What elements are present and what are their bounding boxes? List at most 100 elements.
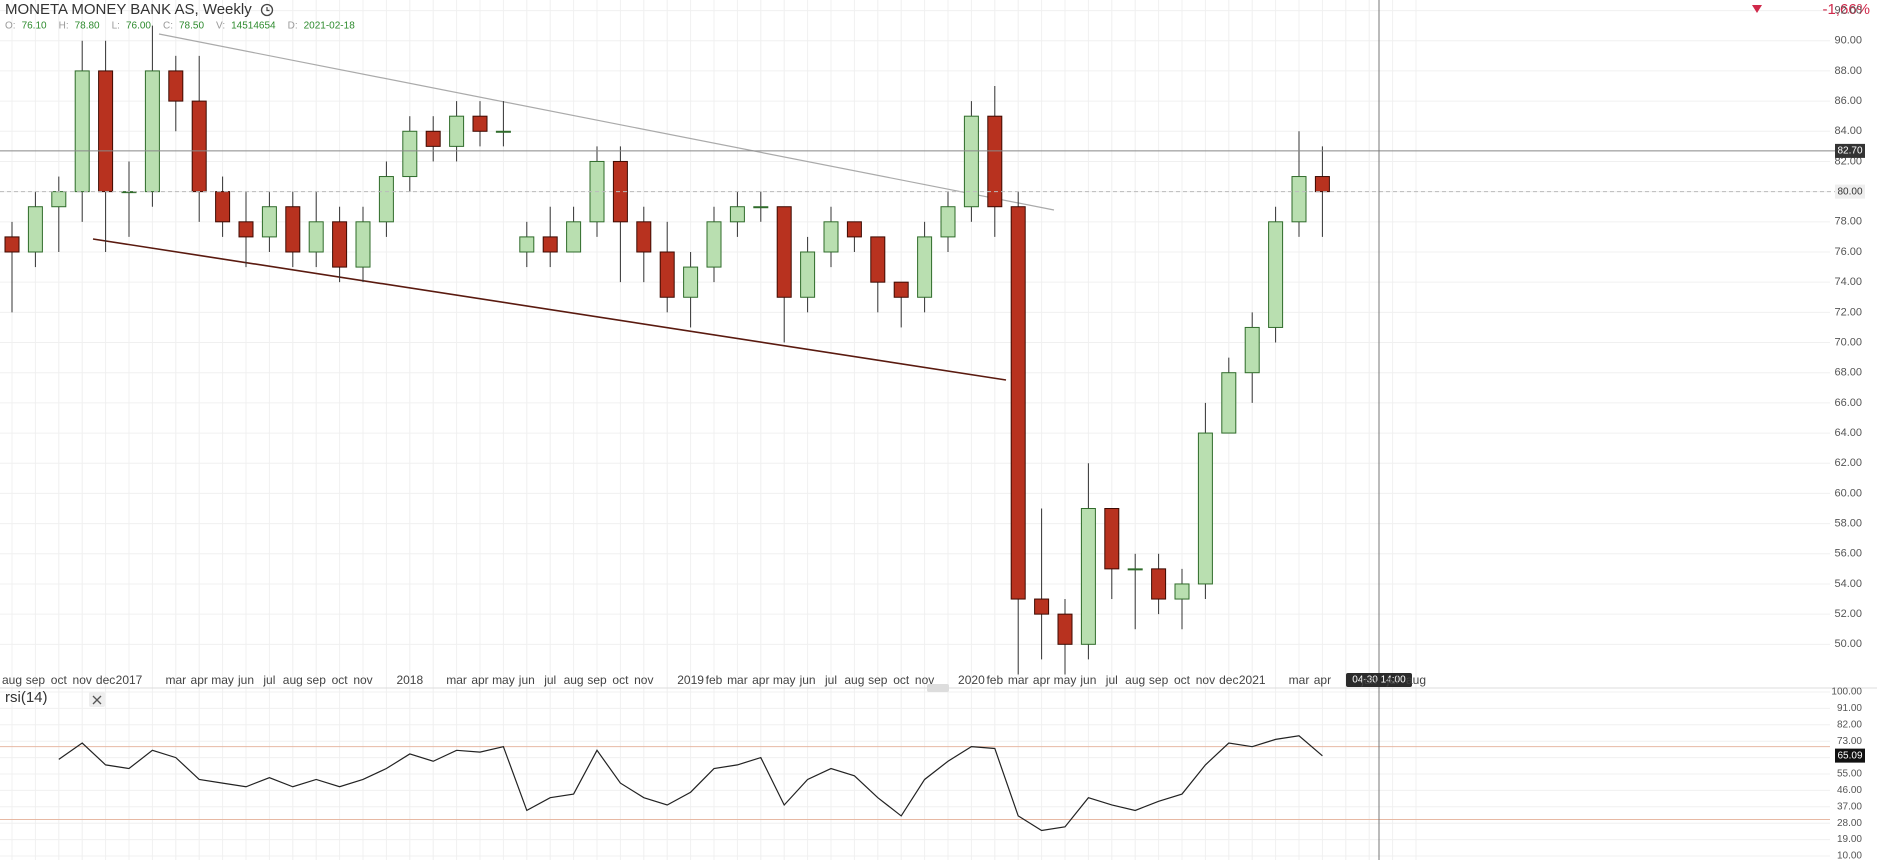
candle-body <box>963 115 979 208</box>
x-tick-label: mar <box>727 673 748 687</box>
x-tick-label: may <box>492 673 515 687</box>
candle-body <box>1221 372 1237 434</box>
candle-body <box>285 206 301 253</box>
y-tick-label: 92.00 <box>1834 4 1862 16</box>
x-tick-label: oct <box>893 673 910 687</box>
x-tick-label: may <box>773 673 796 687</box>
x-tick-label: apr <box>191 673 208 687</box>
cursor-date: 04-30 14:00 <box>1352 675 1406 686</box>
x-tick-label: feb <box>986 673 1003 687</box>
candle-body <box>1268 221 1284 328</box>
candle-body <box>261 206 277 238</box>
ohlc-legend: O: 76.10 H: 78.80 L: 76.00 C: 78.50 V: 14514654 D:… <box>5 21 355 32</box>
candle-body <box>215 191 231 223</box>
panel-resize-handle[interactable] <box>927 684 949 692</box>
candle-body <box>940 206 956 238</box>
x-tick-label: aug <box>2 673 22 687</box>
ohlc-label: D: <box>288 21 298 32</box>
candle-body <box>1151 568 1167 600</box>
x-tick-label: aug <box>1125 673 1145 687</box>
y-tick-label: 58.00 <box>1834 518 1862 530</box>
x-tick-label: nov <box>353 673 372 687</box>
last-price-label: 80.00 <box>1837 186 1862 197</box>
candle-body <box>74 70 90 193</box>
y-tick-label: 70.00 <box>1834 336 1862 348</box>
candle-body <box>706 221 722 268</box>
price-line-tag <box>1835 143 1865 158</box>
candle-body <box>519 236 535 253</box>
x-tick-label: 2018 <box>396 673 423 687</box>
x-tick-label: may <box>1054 673 1077 687</box>
x-tick-label: jun <box>518 673 535 687</box>
rsi-value-tag <box>1835 748 1865 763</box>
candle-body <box>776 206 792 298</box>
rsi-title: rsi(14) <box>5 689 48 706</box>
x-tick-label: 2020 <box>958 673 985 687</box>
candle-body <box>1057 613 1073 645</box>
y-tick-label: 76.00 <box>1834 246 1862 258</box>
candle-body <box>987 115 1003 208</box>
x-tick-label: apr <box>1033 673 1050 687</box>
x-tick-label: oct <box>51 673 68 687</box>
x-tick-label: jun <box>1360 673 1377 687</box>
chart-title: MONETA MONEY BANK AS, Weekly <box>5 1 252 18</box>
plot-layer <box>0 25 1835 832</box>
trend-line-lower[interactable] <box>92 238 1007 381</box>
candle-body <box>1010 206 1026 600</box>
candle-body <box>659 251 675 298</box>
x-tick-label: aug <box>844 673 864 687</box>
grid-layer <box>0 0 1830 860</box>
info-icon[interactable] <box>260 3 274 17</box>
ohlc-value: 78.80 <box>75 21 100 32</box>
candle-body <box>495 130 511 133</box>
x-tick-label: aug <box>1406 673 1426 687</box>
x-tick-label: nov <box>634 673 653 687</box>
y-tick-label: 54.00 <box>1834 578 1862 590</box>
rsi-value-label: 65.09 <box>1837 750 1862 761</box>
candle-body <box>425 130 441 147</box>
candle-body <box>378 176 394 223</box>
y-tick-label: 56.00 <box>1834 548 1862 560</box>
candle-body <box>1314 176 1330 193</box>
candle-body <box>753 206 769 209</box>
ohlc-label: H: <box>59 21 69 32</box>
y-tick-label: 82.00 <box>1834 155 1862 167</box>
x-tick-label: jul <box>1105 673 1118 687</box>
candle-body <box>51 191 67 208</box>
y-tick-label: 28.00 <box>1837 818 1862 829</box>
candle-body <box>1197 432 1213 585</box>
y-tick-label: 52.00 <box>1834 608 1862 620</box>
x-tick-label: nov <box>73 673 92 687</box>
x-tick-label: jul <box>1386 673 1399 687</box>
candle-body <box>355 221 371 268</box>
ohlc-label: L: <box>112 21 120 32</box>
ohlc-label: C: <box>163 21 173 32</box>
x-tick-label: may <box>211 673 234 687</box>
candle-body <box>308 221 324 253</box>
y-tick-label: 68.00 <box>1834 367 1862 379</box>
candle-body <box>402 130 418 178</box>
x-tick-label: aug <box>564 673 584 687</box>
candle-body <box>612 160 628 223</box>
y-tick-label: 46.00 <box>1837 785 1862 796</box>
x-tick-label: jul <box>543 673 556 687</box>
ohlc-value: 2021-02-18 <box>304 21 356 32</box>
candle-body <box>168 70 184 102</box>
rsi-line <box>58 735 1323 832</box>
y-tick-label: 86.00 <box>1834 95 1862 107</box>
ohlc-value: 14514654 <box>231 21 276 32</box>
ohlc-label: V: <box>216 21 225 32</box>
x-tick-label: jul <box>262 673 275 687</box>
x-tick-label: 2017 <box>116 673 143 687</box>
trend-line-upper[interactable] <box>158 33 1055 211</box>
x-tick-label: dec <box>1219 673 1238 687</box>
candle-body <box>4 236 20 253</box>
ohlc-value: 76.00 <box>126 21 151 32</box>
candle-body <box>1244 326 1260 374</box>
x-tick-label: mar <box>165 673 186 687</box>
close-icon <box>92 695 102 705</box>
candle-body <box>683 266 699 298</box>
candle-body <box>98 70 114 193</box>
